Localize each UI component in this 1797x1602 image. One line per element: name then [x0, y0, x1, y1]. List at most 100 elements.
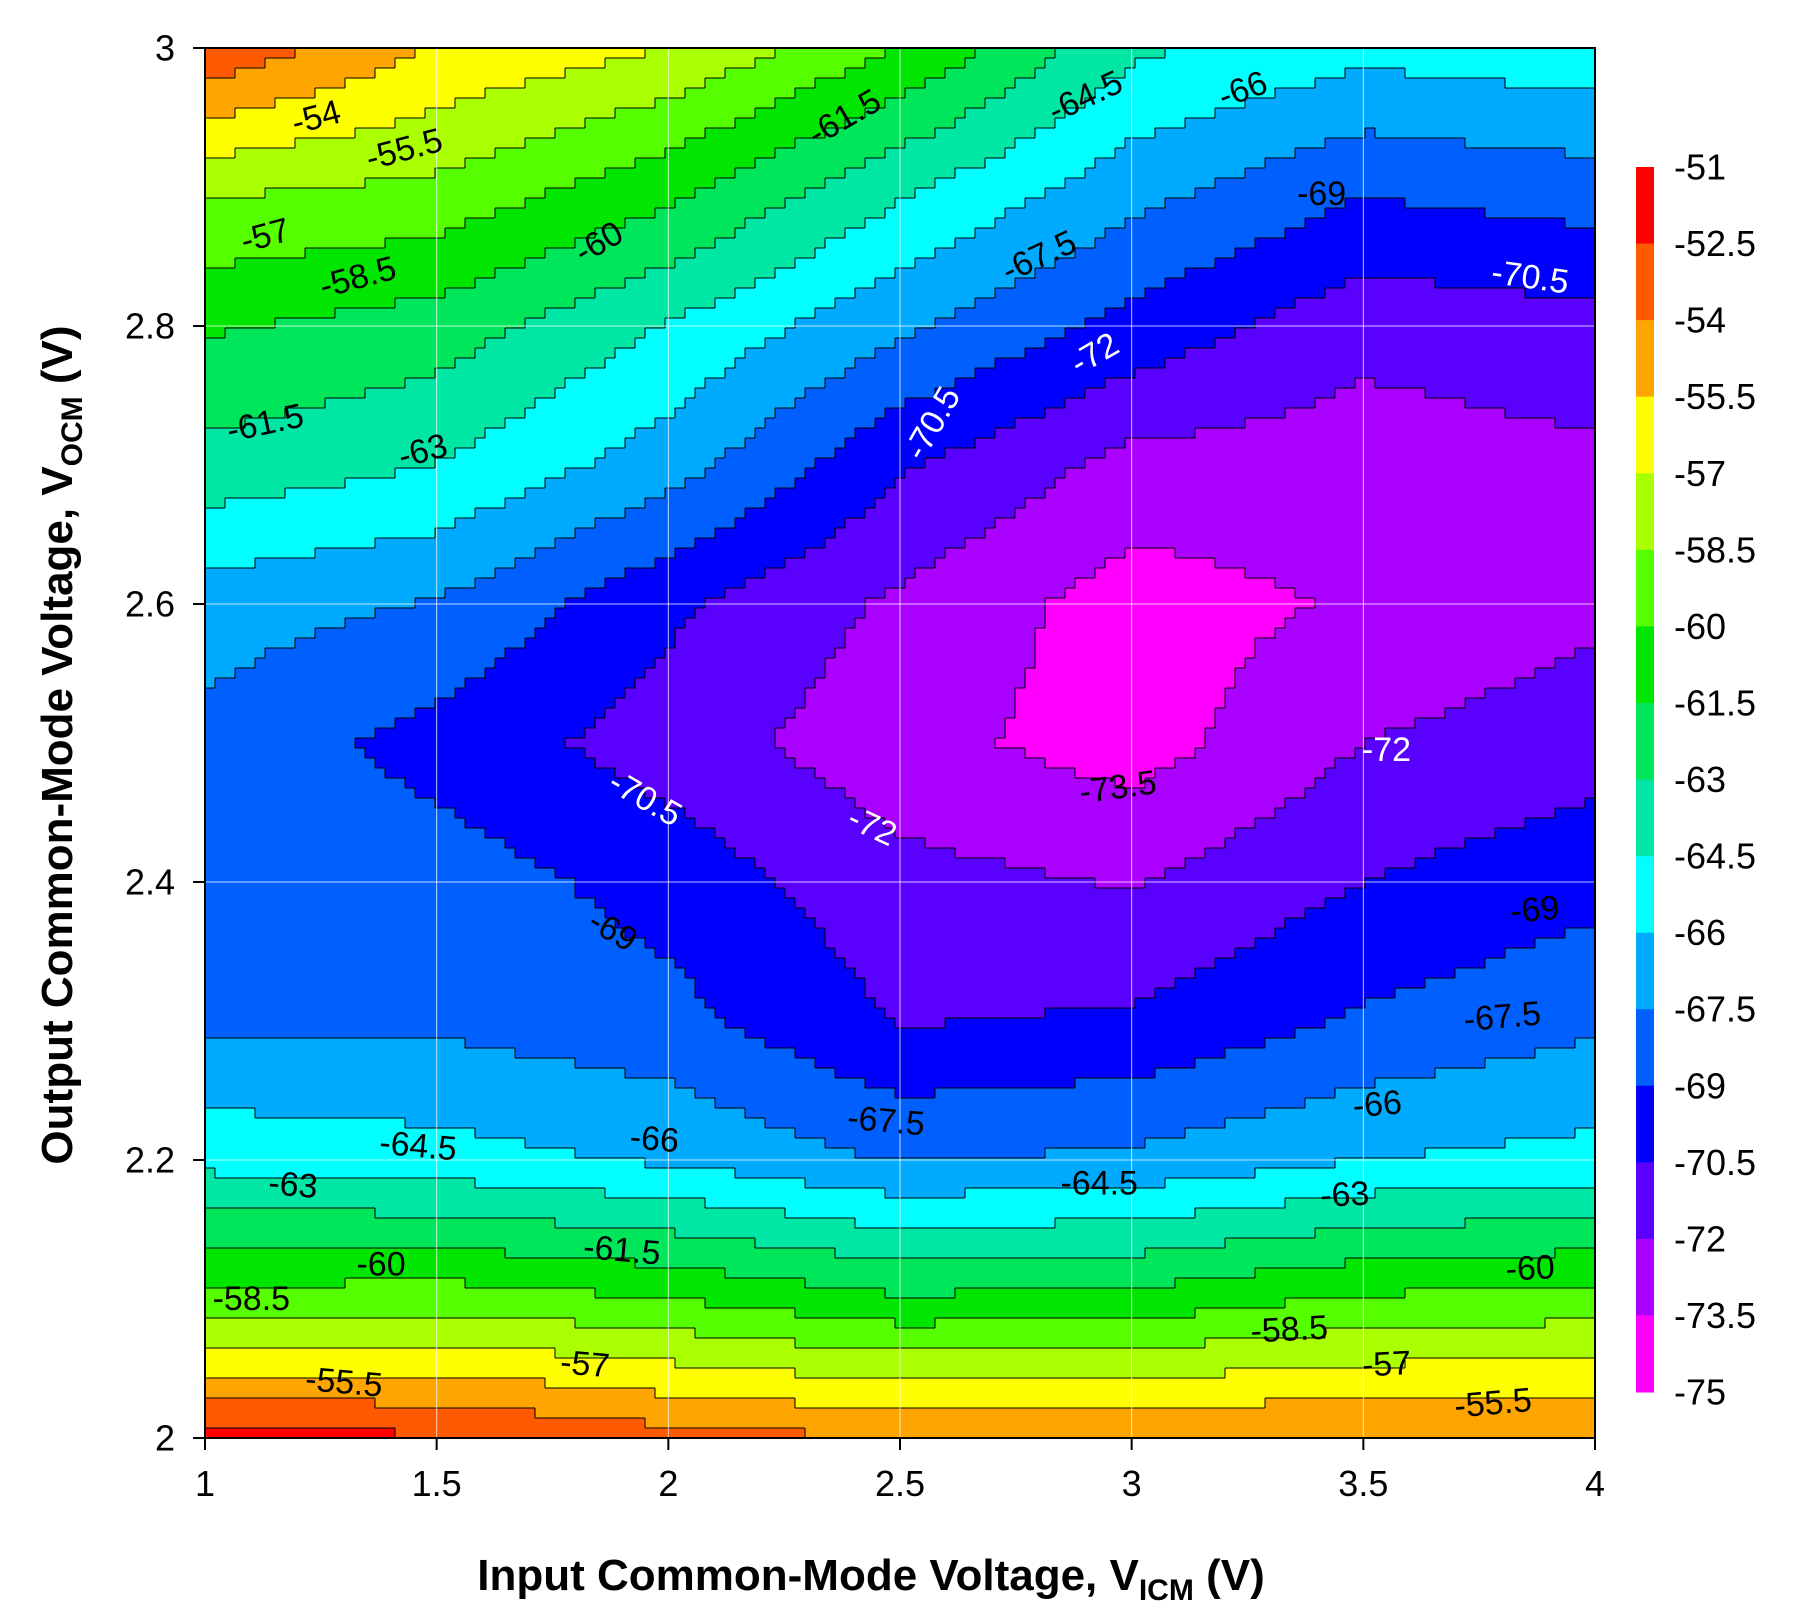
contour-cell — [1085, 188, 1096, 199]
contour-cell — [1075, 218, 1086, 229]
contour-cell — [1125, 88, 1136, 99]
contour-cell — [1515, 368, 1526, 379]
contour-cell — [745, 308, 756, 319]
contour-cell — [365, 48, 376, 59]
contour-cell — [1015, 268, 1026, 279]
contour-cell — [475, 168, 486, 179]
contour-cell — [525, 198, 536, 209]
contour-cell — [1435, 228, 1446, 239]
contour-cell — [1185, 318, 1196, 329]
contour-cell — [1155, 138, 1166, 149]
contour-cell — [215, 298, 226, 309]
contour-cell — [1495, 128, 1506, 139]
contour-cell — [1315, 158, 1326, 169]
contour-cell — [1255, 128, 1266, 139]
contour-cell — [855, 118, 866, 129]
contour-cell — [1485, 78, 1496, 89]
contour-cell — [435, 278, 446, 289]
contour-cell — [405, 308, 416, 319]
contour-cell — [705, 128, 716, 139]
contour-cell — [475, 68, 486, 79]
contour-cell — [775, 58, 786, 69]
contour-cell — [1355, 268, 1366, 279]
contour-cell — [955, 378, 966, 389]
contour-cell — [955, 348, 966, 359]
contour-cell — [1245, 58, 1256, 69]
contour-cell — [785, 68, 796, 79]
contour-cell — [445, 108, 456, 119]
contour-cell — [1255, 138, 1266, 149]
contour-cell — [505, 338, 516, 349]
contour-cell — [745, 218, 756, 229]
contour-cell — [925, 188, 936, 199]
contour-cell — [295, 168, 306, 179]
contour-cell — [1515, 348, 1526, 359]
contour-cell — [225, 268, 236, 279]
contour-cell — [1445, 168, 1456, 179]
contour-cell — [935, 288, 946, 299]
contour-cell — [425, 198, 436, 209]
contour-cell — [565, 328, 576, 339]
contour-cell — [255, 358, 266, 369]
contour-cell — [565, 108, 576, 119]
contour-cell — [1575, 268, 1586, 279]
contour-cell — [825, 298, 836, 309]
contour-cell — [295, 128, 306, 139]
contour-cell — [1545, 108, 1556, 119]
contour-cell — [295, 78, 306, 89]
contour-cell — [1005, 358, 1016, 369]
contour-cell — [1245, 188, 1256, 199]
contour-cell — [445, 228, 456, 239]
contour-cell — [745, 198, 756, 209]
contour-cell — [1175, 88, 1186, 99]
contour-cell — [1075, 348, 1086, 359]
contour-cell — [1095, 88, 1106, 99]
contour-cell — [1315, 258, 1326, 269]
contour-cell — [1475, 98, 1486, 109]
contour-cell — [665, 248, 676, 259]
contour-cell — [995, 348, 1006, 359]
contour-cell — [305, 288, 316, 299]
contour-cell — [1195, 98, 1206, 109]
contour-cell — [1485, 208, 1496, 219]
contour-cell — [1425, 248, 1436, 259]
contour-cell — [595, 98, 606, 109]
contour-cell — [795, 198, 806, 209]
contour-cell — [505, 118, 516, 129]
contour-cell — [1575, 238, 1586, 249]
contour-cell — [1305, 308, 1316, 319]
contour-cell — [295, 278, 306, 289]
contour-cell — [1325, 128, 1336, 139]
contour-cell — [825, 48, 836, 59]
contour-cell — [1065, 98, 1076, 109]
contour-cell — [405, 288, 416, 299]
contour-cell — [955, 78, 966, 89]
contour-cell — [1145, 328, 1156, 339]
contour-cell — [805, 368, 816, 379]
contour-cell — [1005, 308, 1016, 319]
contour-cell — [1525, 78, 1536, 89]
contour-cell — [345, 248, 356, 259]
contour-cell — [435, 338, 446, 349]
contour-cell — [845, 118, 856, 129]
contour-cell — [1055, 138, 1066, 149]
contour-cell — [1005, 398, 1016, 409]
contour-cell — [295, 48, 306, 59]
contour-cell — [1095, 138, 1106, 149]
contour-cell — [745, 258, 756, 269]
contour-cell — [365, 208, 376, 219]
contour-cell — [375, 148, 386, 159]
contour-cell — [1515, 298, 1526, 309]
contour-cell — [385, 88, 396, 99]
contour-cell — [1015, 118, 1026, 129]
contour-cell — [885, 398, 896, 409]
contour-cell — [605, 348, 616, 359]
contour-cell — [645, 208, 656, 219]
contour-cell — [715, 228, 726, 239]
contour-cell — [715, 358, 726, 369]
contour-cell — [1315, 348, 1326, 359]
contour-cell — [1045, 298, 1056, 309]
contour-cell — [215, 258, 226, 269]
contour-cell — [1495, 168, 1506, 179]
contour-cell — [1095, 238, 1106, 249]
